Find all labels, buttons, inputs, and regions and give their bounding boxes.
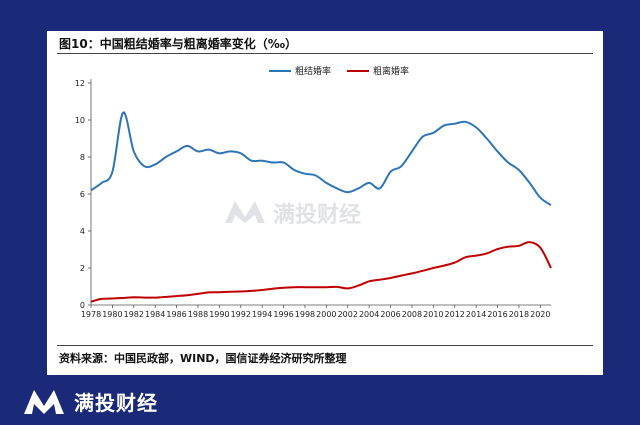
series-line-divorce-rate [90,241,552,303]
figure-source: 资料来源：中国民政部，WIND，国信证券经济研究所整理 [59,352,347,365]
x-tick-label: 2010 [423,310,443,319]
y-tick-label: 12 [75,79,85,88]
brand-name: 满投财经 [74,390,158,415]
x-tick-label: 1992 [231,310,251,319]
x-tick-label: 2004 [359,310,379,319]
x-tick-label: 2008 [402,310,422,319]
source-divider [57,345,593,346]
brand-footer: 满投财经 [22,386,158,416]
series-line-marriage-rate [90,111,552,206]
y-tick-label: 10 [75,116,85,125]
y-tick-label: 2 [80,264,85,273]
x-tick-label: 2006 [380,310,400,319]
y-tick-label: 0 [80,301,85,310]
watermark-text: 满投财经 [273,202,361,228]
x-tick-label: 1998 [295,310,315,319]
y-tick-label: 8 [80,153,85,162]
title-divider [57,53,593,54]
x-tick-label: 1982 [124,310,144,319]
figure-title: 图10：中国粗结婚率与粗离婚率变化（‰） [59,37,297,51]
x-tick-label: 1980 [102,310,122,319]
x-tick-label: 1978 [81,310,101,319]
x-tick-label: 2020 [530,310,550,319]
x-tick-label: 1990 [209,310,229,319]
x-tick-label: 1988 [188,310,208,319]
x-tick-label: 2018 [509,310,529,319]
x-tick-label: 2014 [466,310,486,319]
mantou-logo-icon [225,201,265,223]
x-tick-label: 1986 [166,310,186,319]
x-tick-label: 2000 [316,310,336,319]
x-tick-label: 1984 [145,310,165,319]
x-tick-label: 1994 [252,310,272,319]
mantou-logo-icon [24,390,64,414]
legend-label-marriage-rate: 粗结婚率 [295,65,331,77]
y-tick-label: 4 [80,227,85,236]
y-tick-label: 6 [80,190,85,199]
x-tick-label: 1996 [273,310,293,319]
legend-label-divorce-rate: 粗离婚率 [373,65,409,77]
x-tick-label: 2016 [487,310,507,319]
x-tick-label: 2002 [338,310,358,319]
x-tick-label: 2012 [445,310,465,319]
watermark: 满投财经 [225,201,361,228]
chart-card: 图10：中国粗结婚率与粗离婚率变化（‰） 满投财经 0 2 4 6 8 10 12 1978 19… [47,31,603,375]
